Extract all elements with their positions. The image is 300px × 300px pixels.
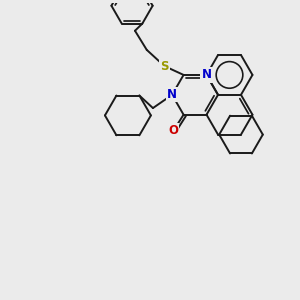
Text: S: S — [160, 60, 169, 73]
Text: N: N — [167, 88, 177, 101]
Text: N: N — [202, 68, 212, 81]
Text: O: O — [168, 124, 178, 137]
